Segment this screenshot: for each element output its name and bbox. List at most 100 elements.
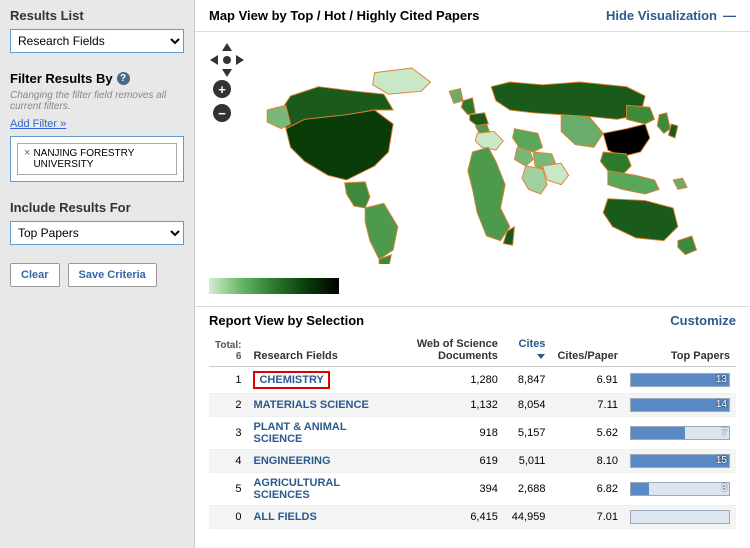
cell-field[interactable]: MATERIALS SCIENCE (247, 394, 381, 417)
sort-desc-icon (537, 354, 545, 359)
cell-cites: 8,847 (504, 367, 552, 394)
cell-cpp: 5.62 (551, 417, 624, 450)
chip-close-icon[interactable]: × (24, 148, 30, 159)
cell-bar: 14 (624, 394, 736, 417)
country-shape[interactable] (491, 82, 645, 119)
cell-field[interactable]: CHEMISTRY (247, 367, 381, 394)
main-panel: Map View by Top / Hot / Highly Cited Pap… (195, 0, 750, 548)
cell-rank: 2 (209, 394, 247, 417)
cell-docs: 6,415 (381, 506, 503, 529)
filter-chip: × NANJING FORESTRY UNIVERSITY (17, 143, 177, 175)
cell-cites: 5,011 (504, 450, 552, 473)
filter-box: × NANJING FORESTRY UNIVERSITY (10, 136, 184, 182)
cell-rank: 0 (209, 506, 247, 529)
cell-field[interactable]: AGRICULTURAL SCIENCES (247, 473, 381, 506)
report-title: Report View by Selection (209, 313, 364, 328)
legend-gradient (209, 278, 339, 294)
country-shape[interactable] (449, 89, 463, 104)
country-shape[interactable] (522, 166, 547, 194)
filter-hint: Changing the filter field removes all cu… (10, 90, 184, 112)
cell-cites: 8,054 (504, 394, 552, 417)
table-row: 1 CHEMISTRY 1,280 8,847 6.91 13 (209, 367, 736, 394)
country-shape[interactable] (673, 178, 687, 189)
country-shape[interactable] (603, 124, 650, 157)
nav-left-icon[interactable] (210, 55, 218, 65)
map-area[interactable]: + − (195, 32, 750, 272)
table-row: 4 ENGINEERING 619 5,011 8.10 15 (209, 450, 736, 473)
country-shape[interactable] (475, 131, 503, 150)
cell-bar: 13 (624, 367, 736, 394)
cell-cpp: 8.10 (551, 450, 624, 473)
country-shape[interactable] (345, 182, 370, 208)
zoom-in-button[interactable]: + (213, 80, 231, 98)
cell-docs: 394 (381, 473, 503, 506)
cell-field[interactable]: PLANT & ANIMAL SCIENCE (247, 417, 381, 450)
minus-icon: — (723, 8, 736, 23)
nav-right-icon[interactable] (236, 55, 244, 65)
clear-button[interactable]: Clear (10, 263, 60, 287)
table-row: 5 AGRICULTURAL SCIENCES 394 2,688 6.82 3 (209, 473, 736, 506)
cell-bar (624, 506, 736, 529)
save-criteria-button[interactable]: Save Criteria (68, 263, 157, 287)
cell-docs: 619 (381, 450, 503, 473)
map-title: Map View by Top / Hot / Highly Cited Pap… (209, 8, 479, 23)
country-shape[interactable] (608, 171, 659, 194)
customize-link[interactable]: Customize (670, 313, 736, 328)
legend (195, 272, 750, 306)
chip-label: NANJING FORESTRY UNIVERSITY (33, 148, 170, 170)
filter-title: Filter Results By ? (10, 71, 184, 86)
nav-pad[interactable] (213, 46, 241, 74)
cell-bar: 3 (624, 473, 736, 506)
zoom-out-button[interactable]: − (213, 104, 231, 122)
cell-cpp: 7.01 (551, 506, 624, 529)
cell-cpp: 7.11 (551, 394, 624, 417)
map-controls: + − (213, 46, 241, 122)
cell-docs: 1,132 (381, 394, 503, 417)
country-shape[interactable] (603, 199, 678, 241)
country-shape[interactable] (267, 105, 290, 128)
report-table: Total:6 Research Fields Web of Science D… (209, 334, 736, 529)
country-shape[interactable] (657, 113, 670, 134)
include-select[interactable]: Top Papers (10, 221, 184, 245)
cell-docs: 918 (381, 417, 503, 450)
world-map (209, 40, 736, 264)
cell-field[interactable]: ENGINEERING (247, 450, 381, 473)
help-icon[interactable]: ? (117, 72, 130, 85)
results-list-select[interactable]: Research Fields (10, 29, 184, 53)
table-row: 3 PLANT & ANIMAL SCIENCE 918 5,157 5.62 … (209, 417, 736, 450)
cell-rank: 4 (209, 450, 247, 473)
country-shape[interactable] (561, 115, 603, 148)
cell-rank: 5 (209, 473, 247, 506)
results-list-title: Results List (10, 8, 184, 23)
sidebar: Results List Research Fields Filter Resu… (0, 0, 195, 548)
col-fields[interactable]: Research Fields (247, 334, 381, 367)
country-shape[interactable] (627, 105, 655, 124)
table-row: 0 ALL FIELDS 6,415 44,959 7.01 (209, 506, 736, 529)
col-total: Total:6 (209, 334, 247, 367)
cell-cpp: 6.82 (551, 473, 624, 506)
col-cites[interactable]: Cites (504, 334, 552, 367)
country-shape[interactable] (468, 147, 510, 240)
include-title: Include Results For (10, 200, 184, 215)
table-row: 2 MATERIALS SCIENCE 1,132 8,054 7.11 14 (209, 394, 736, 417)
add-filter-link[interactable]: Add Filter » (10, 118, 66, 130)
nav-center-icon[interactable] (223, 56, 231, 64)
cell-bar: 7 (624, 417, 736, 450)
col-cpp[interactable]: Cites/Paper (551, 334, 624, 367)
country-shape[interactable] (461, 98, 475, 115)
country-shape[interactable] (365, 203, 398, 259)
cell-cites: 44,959 (504, 506, 552, 529)
cell-rank: 3 (209, 417, 247, 450)
col-top[interactable]: Top Papers (624, 334, 736, 367)
country-shape[interactable] (678, 236, 697, 255)
cell-docs: 1,280 (381, 367, 503, 394)
nav-up-icon[interactable] (222, 43, 232, 51)
country-shape[interactable] (373, 68, 431, 94)
cell-field[interactable]: ALL FIELDS (247, 506, 381, 529)
col-docs[interactable]: Web of Science Documents (381, 334, 503, 367)
cell-cpp: 6.91 (551, 367, 624, 394)
hide-visualization-link[interactable]: Hide Visualization — (606, 8, 736, 23)
cell-cites: 5,157 (504, 417, 552, 450)
cell-rank: 1 (209, 367, 247, 394)
nav-down-icon[interactable] (222, 69, 232, 77)
